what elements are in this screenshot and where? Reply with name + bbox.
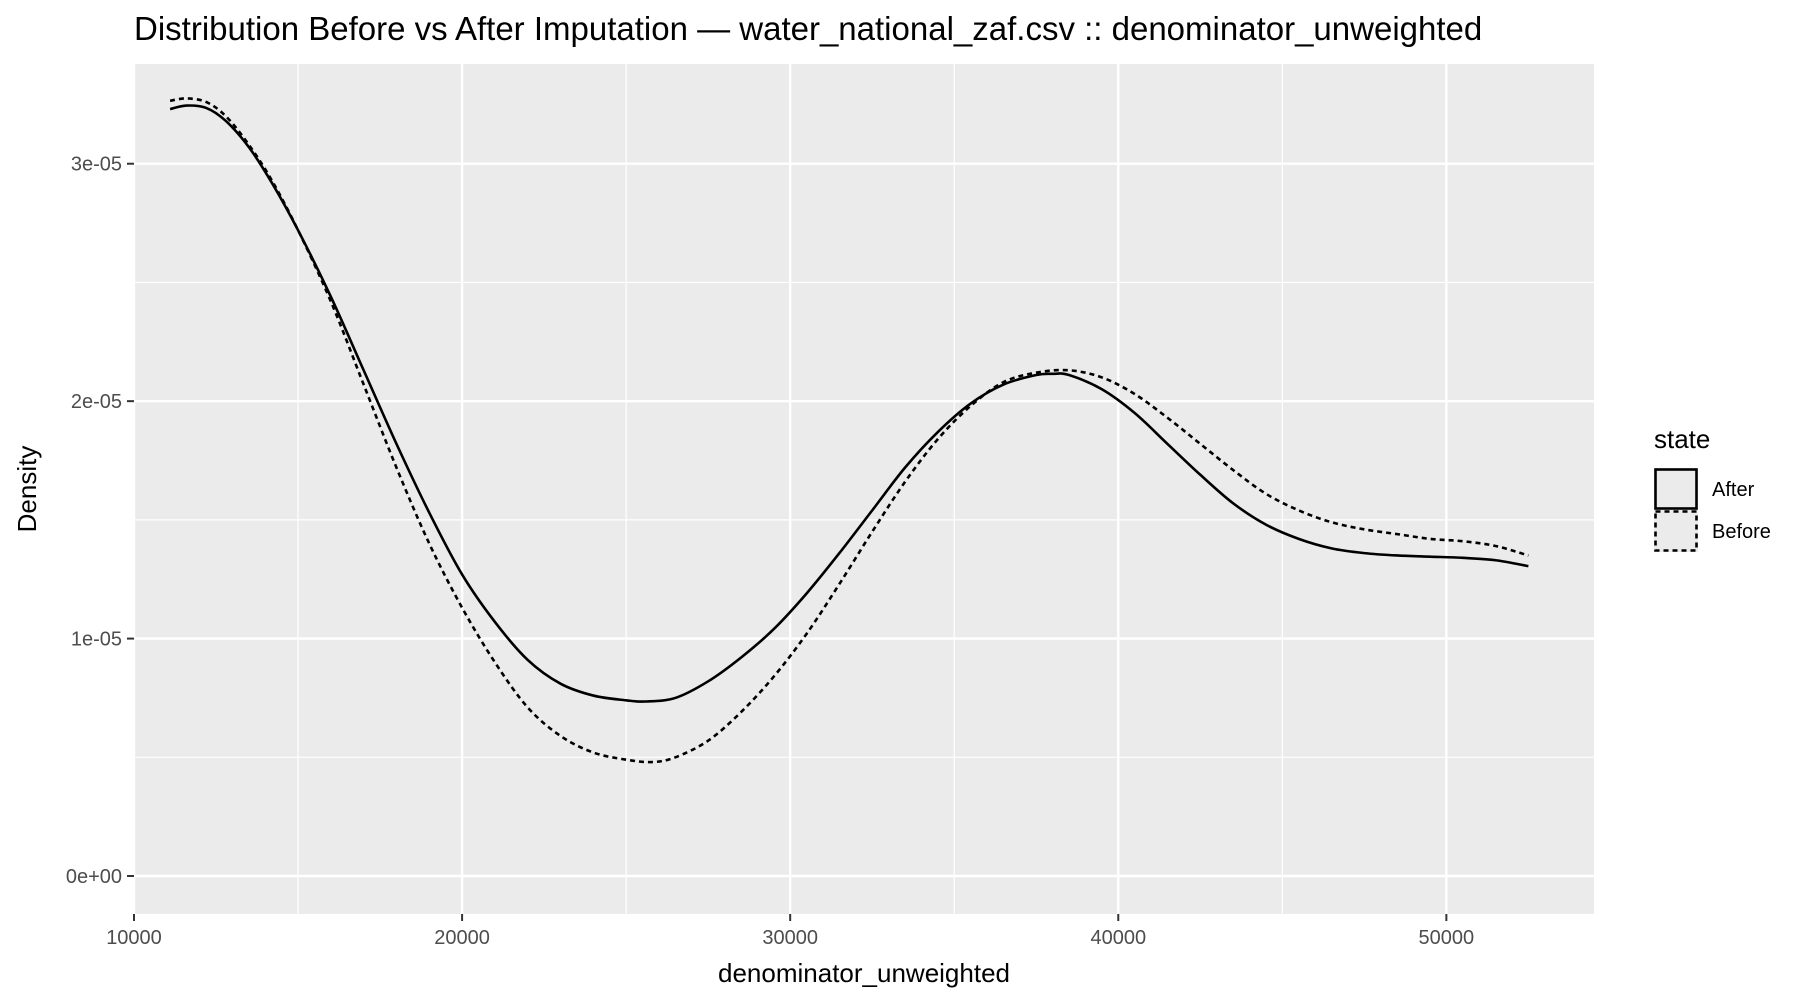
chart-title: Distribution Before vs After Imputation … <box>134 10 1483 47</box>
series-line-before <box>169 97 1529 764</box>
legend-title: state <box>1654 424 1710 454</box>
legend-key-background <box>1654 468 1698 510</box>
legend-key-after <box>1654 468 1698 510</box>
x-tick-label: 40000 <box>1090 927 1146 949</box>
x-tick-label: 10000 <box>106 927 162 949</box>
y-tick-label: 1e-05 <box>71 629 122 651</box>
x-tick-label: 20000 <box>434 927 490 949</box>
x-tick-label: 50000 <box>1419 927 1475 949</box>
legend-key-background <box>1654 510 1698 552</box>
y-tick-label: 0e+00 <box>66 866 122 888</box>
legend-label-after: After <box>1712 479 1755 501</box>
y-tick-label: 3e-05 <box>71 154 122 176</box>
y-tick-label: 2e-05 <box>71 391 122 413</box>
x-tick-label: 30000 <box>762 927 818 949</box>
legend-key-before <box>1654 510 1698 552</box>
plot-panel <box>134 64 1594 914</box>
x-axis-title: denominator_unweighted <box>718 958 1010 988</box>
y-axis-title: Density <box>12 446 42 533</box>
legend-label-before: Before <box>1712 521 1771 543</box>
series-line-after <box>169 104 1529 703</box>
